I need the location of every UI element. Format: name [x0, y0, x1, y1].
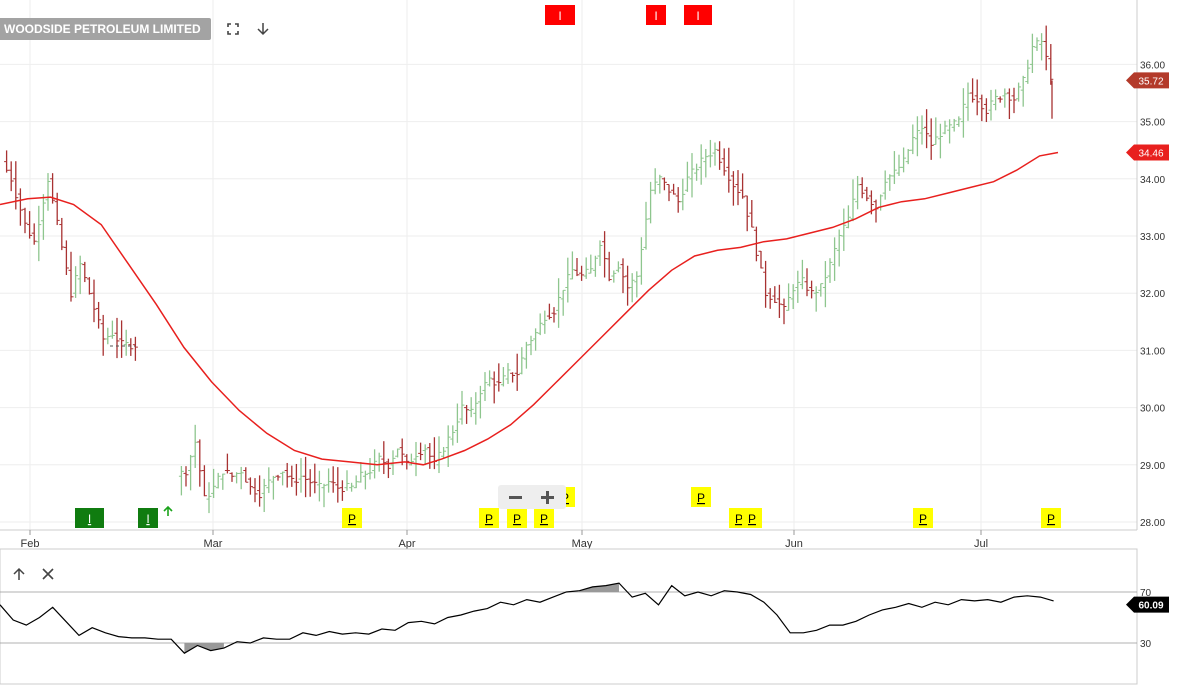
minus-icon[interactable] — [500, 485, 530, 509]
event-box — [1041, 508, 1061, 528]
event-label: P — [748, 512, 756, 526]
event-label: I — [88, 512, 91, 526]
close-glyph — [42, 568, 54, 580]
last-price-badge-text: 35.72 — [1138, 76, 1163, 87]
event-marker-bottom[interactable]: I — [75, 508, 104, 528]
axis-badges: 35.72 34.46 — [1126, 72, 1169, 161]
zoom-controls — [498, 485, 566, 509]
oscillator-badge-shape — [1126, 596, 1169, 613]
event-box — [507, 508, 527, 528]
y-tick-label: 35.00 — [1140, 118, 1165, 129]
y-tick-label: 29.00 — [1140, 461, 1165, 472]
arrow-up-glyph — [13, 567, 25, 580]
oscillator-line — [0, 582, 1054, 654]
oscillator-badge-text: 60.09 — [1138, 601, 1163, 612]
expand-glyph — [227, 23, 239, 35]
event-label: P — [513, 512, 521, 526]
green-arrow-icon — [163, 505, 173, 516]
event-label: P — [697, 491, 705, 505]
download-glyph — [257, 23, 269, 36]
moving-average-badge-shape — [1126, 144, 1169, 161]
event-label: I — [696, 9, 699, 23]
oscillator-chart: 60.09 — [0, 582, 1169, 654]
last-price-badge-shape — [1126, 72, 1169, 89]
event-label: P — [919, 512, 927, 526]
event-marker-top[interactable]: I — [684, 5, 712, 25]
x-tick-label: Feb — [21, 538, 40, 550]
chart-title[interactable]: WOODSIDE PETROLEUM LIMITED — [0, 18, 211, 40]
minus-glyph — [509, 496, 522, 499]
y-tick-label: 28.00 — [1140, 518, 1165, 529]
y-tick-label: 30.00 — [1140, 404, 1165, 415]
oscillator-y-axis: 70 30 — [1140, 588, 1152, 650]
oscillator-badge: 60.09 — [1126, 596, 1169, 613]
event-marker-top[interactable]: I — [646, 5, 666, 25]
x-tick-label: Apr — [398, 538, 415, 550]
chart-grid — [0, 0, 1137, 530]
y-axis-ticks: 28.00 29.00 30.00 31.00 32.00 33.00 34.00 35.00… — [1140, 60, 1165, 529]
event-box — [138, 508, 158, 528]
event-box — [742, 508, 762, 528]
event-box — [913, 508, 933, 528]
event-marker-bottom[interactable]: P — [479, 508, 499, 528]
price-bars — [4, 25, 1054, 514]
plus-icon[interactable] — [534, 485, 564, 509]
moving-average-badge: 34.46 — [1126, 144, 1169, 161]
moving-average-badge-text: 34.46 — [1138, 148, 1163, 159]
close-icon[interactable] — [39, 565, 57, 583]
event-label: P — [348, 512, 356, 526]
moving-average-line — [0, 151, 1059, 466]
event-marker-bottom[interactable]: P — [913, 508, 933, 528]
event-marker-bottom[interactable]: P — [507, 508, 527, 528]
y-tick-label: 31.00 — [1140, 346, 1165, 357]
event-box — [534, 508, 554, 528]
event-label: I — [558, 9, 561, 23]
event-label: P — [485, 512, 493, 526]
event-label: I — [654, 9, 657, 23]
event-marker-bottom[interactable]: P — [742, 508, 762, 528]
event-marker-bottom[interactable]: P — [534, 508, 554, 528]
event-label: P — [1047, 512, 1055, 526]
event-box — [691, 487, 711, 507]
event-box — [342, 508, 362, 528]
y-tick-label: 32.00 — [1140, 289, 1165, 300]
event-marker-top[interactable]: I — [545, 5, 575, 25]
x-tick-label: May — [572, 538, 593, 550]
moving-average — [0, 151, 1059, 466]
event-label: P — [540, 512, 548, 526]
event-box — [75, 508, 104, 528]
last-price-badge: 35.72 — [1126, 72, 1169, 89]
event-label: P — [735, 512, 743, 526]
expand-icon[interactable] — [222, 18, 244, 40]
event-box — [646, 5, 666, 25]
download-arrow-icon[interactable] — [252, 18, 274, 40]
oscillator-tick-label: 30 — [1140, 639, 1152, 650]
oscillator-tick-label: 70 — [1140, 588, 1152, 599]
x-axis-ticks: Feb Mar Apr May Jun Jul — [21, 530, 988, 550]
event-marker-bottom[interactable]: P — [1041, 508, 1061, 528]
event-box — [684, 5, 712, 25]
event-marker-bottom[interactable]: P — [342, 508, 362, 528]
y-tick-label: 36.00 — [1140, 60, 1165, 71]
y-tick-label: 33.00 — [1140, 232, 1165, 243]
x-tick-label: Mar — [204, 538, 223, 550]
event-label: I — [146, 512, 149, 526]
x-tick-label: Jul — [974, 538, 988, 550]
y-tick-label: 34.00 — [1140, 175, 1165, 186]
event-marker-bottom[interactable]: I — [138, 508, 158, 528]
event-marker-bottom[interactable]: P — [691, 487, 711, 507]
plus-glyph — [541, 491, 554, 504]
event-box — [545, 5, 575, 25]
arrow-up-icon[interactable] — [10, 565, 28, 583]
x-tick-label: Jun — [785, 538, 803, 550]
event-markers[interactable]: IIIIIPPPPPPPPPP — [75, 5, 1061, 528]
indicator-panel — [0, 548, 1138, 685]
event-box — [479, 508, 499, 528]
